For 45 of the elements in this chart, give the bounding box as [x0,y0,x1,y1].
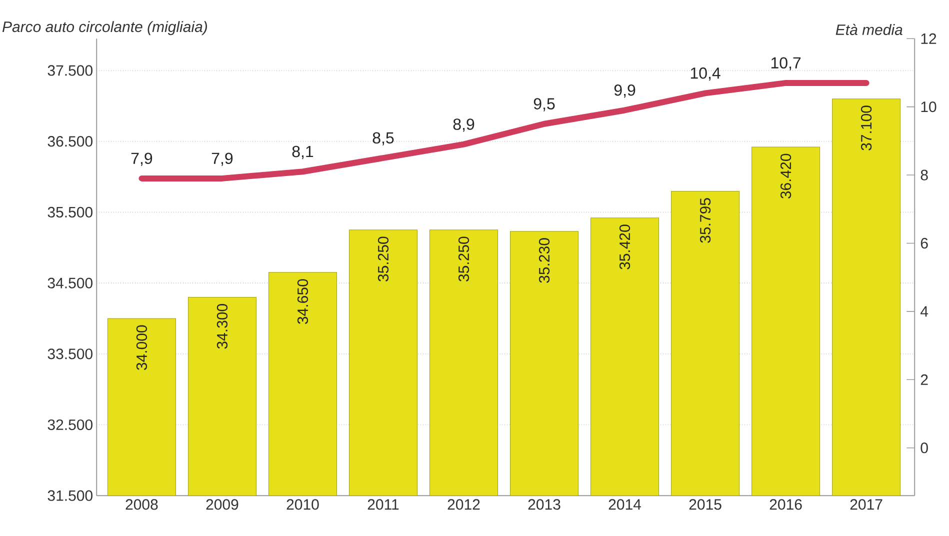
y-tick-label: 32.500 [48,419,92,430]
y-tick-label: 33.500 [48,348,92,360]
x-tick-label: 2012 [448,499,480,510]
x-tick-label: 2011 [368,499,399,510]
x-tick-label: 2016 [770,499,802,510]
data-label: 35.230 [538,238,550,283]
y-tick-label: 36.500 [48,136,92,147]
x-tick-label: 2014 [608,499,642,510]
data-label: 35.250 [378,236,389,282]
y-axis-title: Parco auto circolante (migliaia) [2,21,207,36]
y2-tick-label: 2 [920,374,928,385]
data-label: 34.000 [136,325,148,370]
data-label: 9,5 [534,98,555,112]
data-label: 34.650 [297,279,308,324]
x-tick-label: 2009 [206,499,238,510]
x-tick-label: 2015 [689,499,722,510]
y-tick-label: 34.500 [48,278,92,288]
y2-tick-label: 4 [920,306,928,317]
y-tick-label: 31.500 [48,490,92,501]
y2-axis-title: Età media [836,24,902,36]
y2-tick-label: 12 [921,33,936,44]
y2-tick-label: 10 [921,102,936,112]
data-label: 10,4 [690,67,720,81]
y2-tick-label: 0 [920,442,928,454]
data-label: 34.300 [216,304,228,349]
y2-tick-label: 6 [920,238,928,249]
data-label: 35.250 [458,236,470,282]
x-tick-label: 2008 [126,499,158,510]
data-label: 36.420 [780,154,792,199]
data-label: 35.795 [700,198,711,243]
data-label: 7,9 [212,152,233,166]
data-label: 9,9 [614,84,636,98]
y-tick-label: 35.500 [48,206,92,218]
data-label: 35.420 [619,224,630,270]
data-label: 8,9 [453,118,474,132]
x-tick-label: 2010 [286,499,319,510]
data-label: 8,5 [372,132,394,146]
data-label: 10,7 [771,57,801,70]
data-label: 8,1 [292,146,314,160]
data-label: 7,9 [131,152,152,166]
y2-tick-label: 8 [920,170,928,180]
x-tick-label: 2013 [528,499,560,510]
data-label: 37.100 [861,106,872,150]
x-tick-label: 2017 [850,499,882,510]
y-tick-label: 37.500 [48,65,92,76]
